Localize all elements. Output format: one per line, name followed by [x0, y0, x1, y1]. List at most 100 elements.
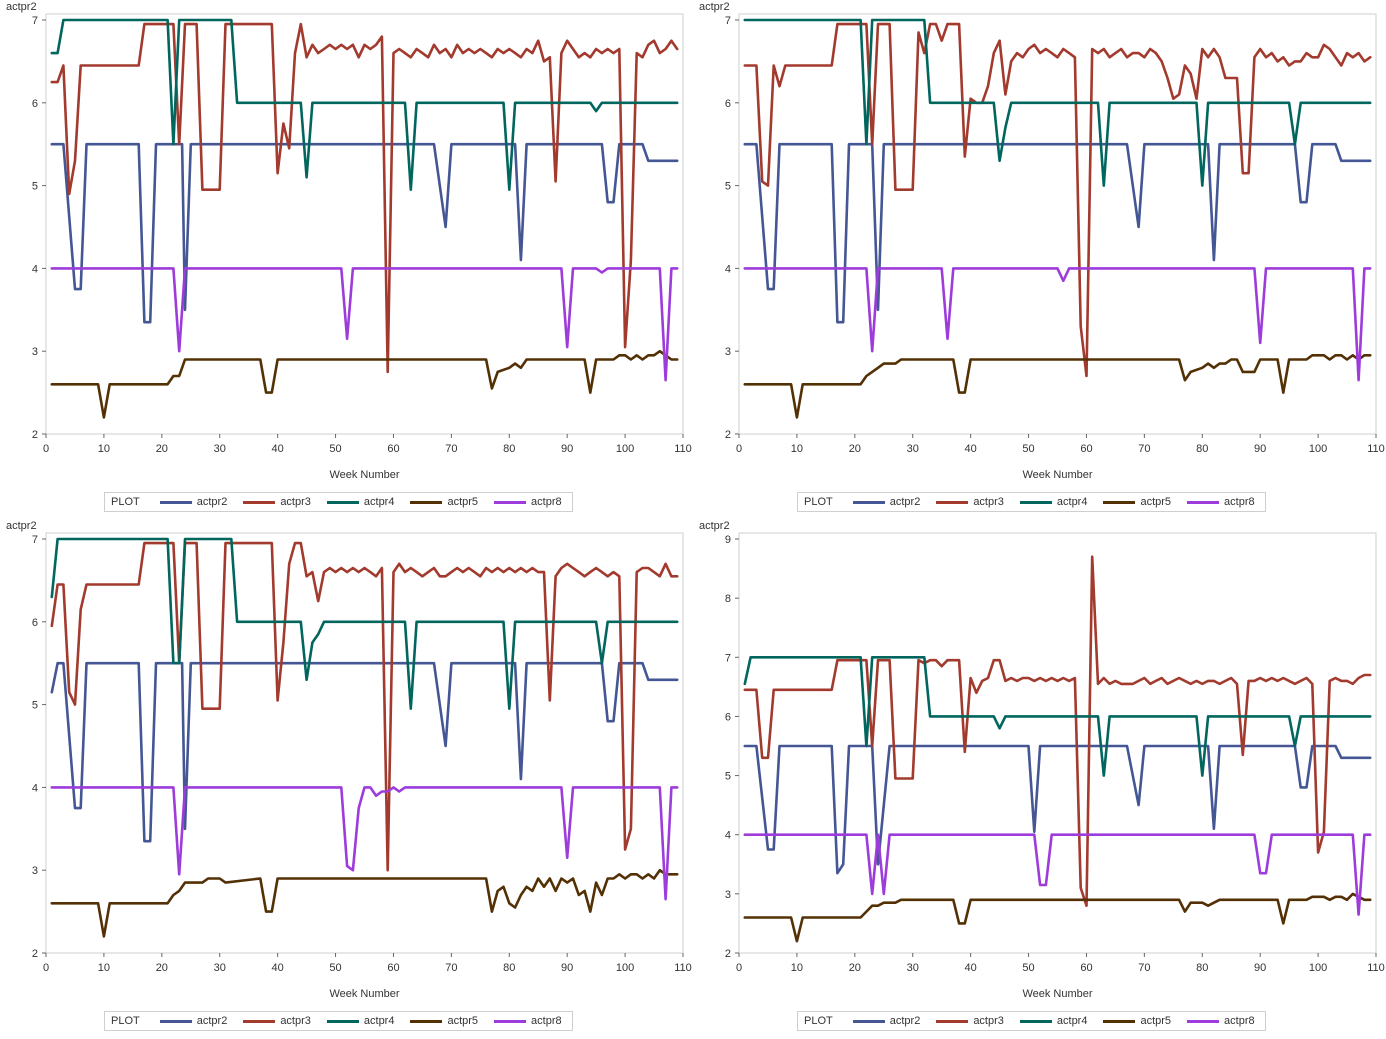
- series-line-actpr2: [743, 142, 1372, 324]
- x-axis-label: Week Number: [329, 988, 399, 1000]
- legend-label: actpr4: [1056, 496, 1088, 508]
- legend-item-actpr3: actpr3: [243, 1015, 311, 1027]
- legend-title: PLOT: [804, 1015, 833, 1027]
- chart-panel-top-left: actpr2 2 3 4 5 6 7 0 10 20 30 40 50 60 70 80 90 100 110 Wee…: [0, 0, 692, 512]
- legend-item-actpr3: actpr3: [936, 496, 1004, 508]
- legend-swatch: [1019, 500, 1052, 504]
- legend-swatch: [852, 500, 885, 504]
- y-tick-label: 3: [32, 865, 38, 877]
- x-tick-label: 110: [1367, 962, 1385, 974]
- legend-item-actpr5: actpr5: [410, 496, 478, 508]
- x-tick-label: 20: [156, 443, 168, 455]
- legend-item-actpr3: actpr3: [936, 1015, 1004, 1027]
- chart-panel-top-right: actpr2 2 3 4 5 6 7 0 10 20 30 40 50 60 70 80 90 100 110 Wee…: [693, 0, 1385, 512]
- series-line-actpr8: [50, 267, 679, 382]
- y-tick-label: 6: [725, 711, 731, 723]
- legend-item-actpr2: actpr2: [159, 496, 228, 508]
- x-tick-label: 60: [387, 443, 399, 455]
- legend-item-actpr4: actpr4: [326, 1015, 394, 1027]
- y-tick-label: 6: [725, 98, 731, 110]
- y-axis-label: actpr2: [699, 1, 730, 13]
- y-tick-label: 2: [725, 948, 731, 960]
- y-tick-label: 5: [32, 700, 38, 712]
- x-tick-label: 10: [791, 962, 803, 974]
- series-line-actpr8: [743, 267, 1372, 382]
- series-line-actpr3: [50, 541, 679, 872]
- x-tick-label: 100: [616, 443, 634, 455]
- legend-item-actpr4: actpr4: [1019, 1015, 1088, 1027]
- x-tick-label: 50: [329, 443, 341, 455]
- legend-label: actpr2: [889, 496, 921, 508]
- legend-label: actpr2: [196, 496, 228, 508]
- y-tick-label: 2: [32, 948, 38, 960]
- plot-frame: [738, 532, 1377, 954]
- y-tick-label: 6: [32, 617, 38, 629]
- x-tick-label: 110: [1367, 443, 1385, 455]
- x-tick-label: 0: [43, 443, 49, 455]
- y-axis-label: actpr2: [6, 1, 37, 13]
- legend-swatch: [326, 500, 359, 504]
- legend-label: actpr5: [447, 496, 479, 508]
- y-tick-label: 7: [725, 652, 731, 664]
- legend-label: actpr3: [973, 496, 1004, 508]
- x-tick-label: 110: [674, 443, 692, 455]
- chart-panel-bottom-left: actpr2 2 3 4 5 6 7 0 10 20 30 40 50 60 70 80 90 100 110 Wee…: [0, 519, 692, 1031]
- x-tick-label: 10: [98, 443, 110, 455]
- legend-item-actpr2: actpr2: [852, 496, 921, 508]
- legend-item-actpr8: actpr8: [494, 496, 562, 508]
- legend-swatch: [410, 500, 443, 504]
- x-tick-label: 50: [1022, 962, 1034, 974]
- legend-swatch: [494, 500, 527, 504]
- x-tick-label: 0: [43, 962, 49, 974]
- y-tick-label: 4: [32, 782, 38, 794]
- legend-label: actpr4: [1056, 1015, 1088, 1027]
- legend: PLOT actpr2 actpr3 actpr4 actpr5 actpr8: [797, 1011, 1266, 1031]
- series-line-actpr2: [50, 661, 679, 843]
- legend-item-actpr8: actpr8: [1187, 496, 1255, 508]
- legend-item-actpr2: actpr2: [852, 1015, 920, 1027]
- series-line-actpr3: [50, 22, 679, 374]
- x-tick-label: 0: [736, 443, 742, 455]
- legend-label: actpr5: [1140, 1015, 1172, 1027]
- plot-frame: [45, 532, 684, 954]
- x-tick-label: 70: [445, 962, 457, 974]
- y-tick-label: 5: [725, 181, 731, 193]
- y-tick-label: 6: [32, 98, 38, 110]
- x-tick-label: 50: [329, 962, 341, 974]
- legend-label: actpr2: [196, 1015, 228, 1027]
- legend-swatch: [326, 1019, 359, 1023]
- x-tick-label: 40: [965, 443, 977, 455]
- legend: PLOT actpr2 actpr3 actpr4 actpr5 actpr8: [797, 492, 1266, 512]
- x-tick-label: 40: [272, 443, 284, 455]
- x-tick-label: 30: [214, 962, 226, 974]
- legend-label: actpr8: [1224, 496, 1255, 508]
- series-line-actpr2: [50, 142, 679, 324]
- x-axis-label: Week Number: [1022, 469, 1092, 481]
- legend-label: actpr5: [447, 1015, 479, 1027]
- series-line-actpr5: [50, 349, 679, 419]
- x-tick-label: 70: [1138, 962, 1150, 974]
- legend-item-actpr3: actpr3: [243, 496, 311, 508]
- legend-item-actpr5: actpr5: [1103, 496, 1171, 508]
- legend-swatch: [1103, 500, 1136, 504]
- series-line-actpr5: [743, 892, 1372, 943]
- chart-panel-bottom-right: actpr2 2 3 4 5 6 7 8 9 0 10 20 30 40 50 60 70 80 90 100 110 W…: [693, 519, 1385, 1031]
- x-tick-label: 60: [387, 962, 399, 974]
- x-tick-label: 80: [1196, 443, 1208, 455]
- legend-label: actpr8: [531, 1015, 562, 1027]
- y-tick-label: 4: [32, 263, 38, 275]
- x-tick-label: 90: [561, 962, 573, 974]
- x-tick-label: 30: [214, 443, 226, 455]
- legend-label: actpr5: [1140, 496, 1172, 508]
- series-line-actpr8: [50, 786, 679, 901]
- x-axis-label: Week Number: [329, 469, 399, 481]
- series-line-actpr5: [50, 868, 679, 938]
- series-line-actpr5: [743, 354, 1372, 419]
- y-tick-label: 4: [725, 263, 731, 275]
- y-axis-label: actpr2: [699, 520, 730, 532]
- legend-item-actpr8: actpr8: [494, 1015, 562, 1027]
